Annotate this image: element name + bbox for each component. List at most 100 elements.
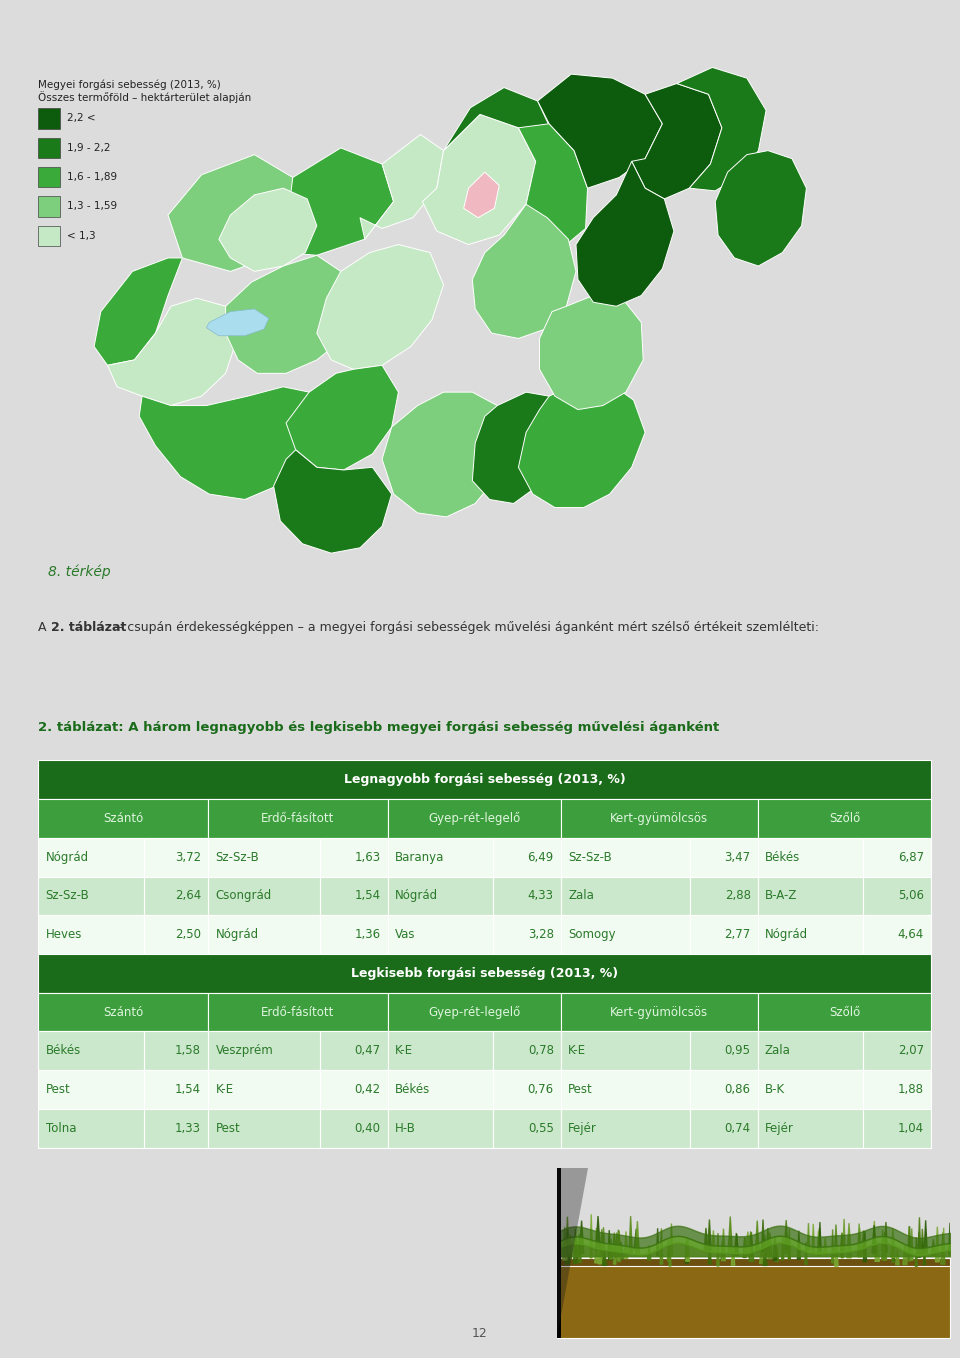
FancyBboxPatch shape: [320, 915, 388, 953]
Polygon shape: [686, 1240, 689, 1256]
Polygon shape: [834, 1225, 837, 1256]
FancyBboxPatch shape: [561, 1108, 690, 1148]
Polygon shape: [669, 1249, 671, 1266]
Polygon shape: [841, 1233, 844, 1258]
Polygon shape: [817, 1232, 820, 1253]
Polygon shape: [360, 134, 444, 239]
Polygon shape: [595, 1228, 598, 1263]
FancyBboxPatch shape: [493, 838, 561, 877]
FancyBboxPatch shape: [690, 877, 757, 915]
FancyBboxPatch shape: [208, 877, 320, 915]
Text: 2,64: 2,64: [175, 889, 202, 903]
Polygon shape: [921, 1241, 924, 1256]
Text: Tolna: Tolna: [45, 1122, 76, 1135]
Text: B-K: B-K: [765, 1082, 785, 1096]
Polygon shape: [891, 1228, 895, 1258]
FancyBboxPatch shape: [863, 915, 931, 953]
Text: B-A-Z: B-A-Z: [765, 889, 798, 903]
Text: 2,50: 2,50: [175, 928, 202, 941]
Text: Sz-Sz-B: Sz-Sz-B: [568, 850, 612, 864]
Polygon shape: [943, 1228, 945, 1256]
FancyBboxPatch shape: [557, 1168, 558, 1338]
Text: 0,78: 0,78: [528, 1044, 554, 1058]
FancyBboxPatch shape: [757, 877, 863, 915]
Polygon shape: [766, 1228, 770, 1256]
Polygon shape: [715, 151, 806, 266]
Polygon shape: [843, 1219, 845, 1251]
FancyBboxPatch shape: [557, 1168, 559, 1338]
Polygon shape: [858, 1228, 861, 1258]
Polygon shape: [660, 1229, 662, 1264]
Text: Kert-gyümölcsös: Kert-gyümölcsös: [611, 1005, 708, 1018]
Text: 1,6 - 1,89: 1,6 - 1,89: [67, 172, 117, 182]
Text: 1,63: 1,63: [354, 850, 380, 864]
Polygon shape: [579, 1221, 584, 1253]
Text: 12: 12: [472, 1327, 488, 1340]
Text: 2,2 <: 2,2 <: [67, 114, 96, 124]
FancyBboxPatch shape: [208, 1070, 320, 1108]
Polygon shape: [857, 1224, 861, 1256]
FancyBboxPatch shape: [144, 915, 208, 953]
Polygon shape: [602, 1228, 605, 1256]
Polygon shape: [382, 392, 509, 517]
FancyBboxPatch shape: [208, 915, 320, 953]
Polygon shape: [746, 1232, 750, 1255]
Polygon shape: [743, 1237, 747, 1256]
Polygon shape: [617, 1233, 621, 1252]
Polygon shape: [931, 1238, 935, 1256]
FancyBboxPatch shape: [557, 1168, 559, 1338]
Text: Pest: Pest: [215, 1122, 240, 1135]
Text: Szőlő: Szőlő: [828, 812, 860, 826]
FancyBboxPatch shape: [144, 838, 208, 877]
Text: Sz-Sz-B: Sz-Sz-B: [215, 850, 259, 864]
Polygon shape: [444, 87, 552, 162]
Polygon shape: [219, 189, 317, 272]
Polygon shape: [573, 1229, 577, 1263]
Polygon shape: [788, 1229, 790, 1259]
Polygon shape: [577, 1234, 582, 1263]
Text: Somogy: Somogy: [568, 928, 615, 941]
Polygon shape: [647, 1245, 651, 1260]
Polygon shape: [711, 1230, 715, 1252]
Text: Legkisebb forgási sebesség (2013, %): Legkisebb forgási sebesség (2013, %): [351, 967, 618, 980]
FancyBboxPatch shape: [690, 1070, 757, 1108]
FancyBboxPatch shape: [388, 915, 493, 953]
Text: Gyep-rét-legelő: Gyep-rét-legelő: [428, 812, 520, 826]
Text: Pest: Pest: [45, 1082, 70, 1096]
FancyBboxPatch shape: [208, 1108, 320, 1148]
FancyBboxPatch shape: [388, 1032, 493, 1070]
FancyBboxPatch shape: [863, 877, 931, 915]
Text: Nógrád: Nógrád: [45, 850, 88, 864]
Polygon shape: [749, 1232, 754, 1262]
Polygon shape: [667, 1240, 670, 1262]
Text: 3,47: 3,47: [725, 850, 751, 864]
Polygon shape: [538, 75, 662, 189]
FancyBboxPatch shape: [561, 877, 690, 915]
Polygon shape: [317, 244, 444, 369]
FancyBboxPatch shape: [863, 838, 931, 877]
Text: Békés: Békés: [765, 850, 801, 864]
Polygon shape: [472, 204, 576, 338]
FancyBboxPatch shape: [388, 1070, 493, 1108]
Text: 2,07: 2,07: [898, 1044, 924, 1058]
Polygon shape: [941, 1233, 945, 1264]
Polygon shape: [872, 1225, 876, 1253]
FancyBboxPatch shape: [863, 1070, 931, 1108]
FancyBboxPatch shape: [144, 1108, 208, 1148]
FancyBboxPatch shape: [757, 838, 863, 877]
Polygon shape: [619, 1241, 623, 1259]
Polygon shape: [873, 1221, 876, 1253]
Polygon shape: [617, 1232, 619, 1260]
Polygon shape: [734, 1233, 738, 1255]
FancyBboxPatch shape: [388, 1108, 493, 1148]
FancyBboxPatch shape: [757, 915, 863, 953]
Polygon shape: [616, 1230, 620, 1260]
FancyBboxPatch shape: [38, 1070, 144, 1108]
FancyBboxPatch shape: [320, 1108, 388, 1148]
Polygon shape: [881, 1230, 884, 1251]
FancyBboxPatch shape: [320, 1070, 388, 1108]
Polygon shape: [882, 1232, 887, 1260]
Polygon shape: [635, 1229, 638, 1249]
Polygon shape: [896, 1248, 900, 1264]
Text: 4,64: 4,64: [898, 928, 924, 941]
